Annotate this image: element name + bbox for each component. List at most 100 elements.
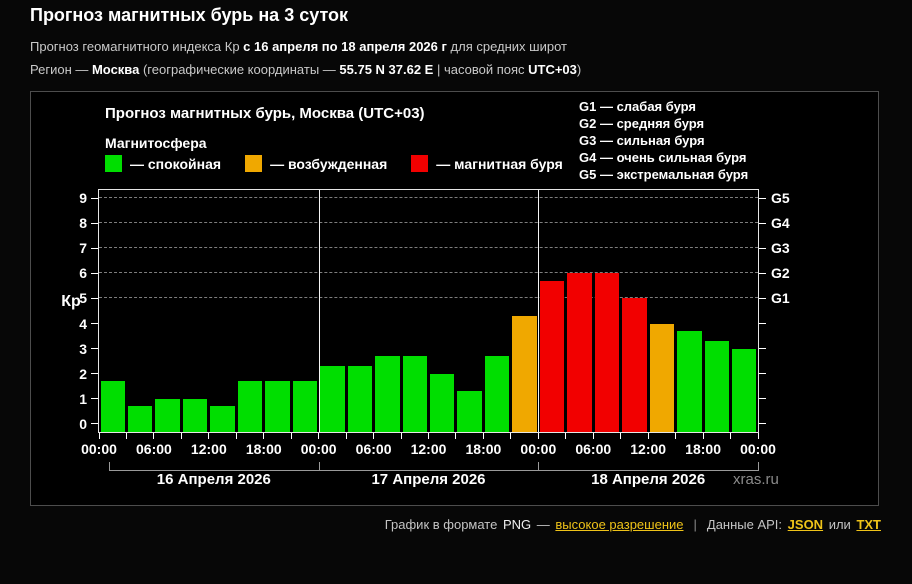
x-axis-tick [702,433,704,439]
separator: | [693,517,697,532]
y-axis-tick-label: 2 [79,365,87,382]
g-scale-legend: G1 — слабая буря G2 — средняя буря G3 — си… [579,98,748,183]
gridline-kp5 [99,297,758,299]
coordinates: 55.75 N 37.62 E [339,62,434,77]
x-axis-tick [208,433,210,439]
footer-text: График в формате [384,517,498,532]
kp-bar [320,366,345,432]
right-axis-tick [759,373,766,375]
txt-api-link[interactable]: TXT [856,517,881,532]
x-axis-tick [318,433,320,439]
day-bracket-tick [109,462,110,471]
right-axis-tick [759,197,766,199]
y-axis-tick [91,323,98,325]
legend-item-excited: — возбужденная [245,155,387,172]
kp-bar [567,273,592,432]
day-separator [318,190,320,432]
footer-text: Данные API: [706,517,783,532]
json-api-link[interactable]: JSON [787,517,824,532]
right-axis-tick [759,423,766,425]
chart-title: Прогноз магнитных бурь, Москва (UTC+03) [105,105,425,122]
kp-bar [484,356,510,432]
time-label: 18:00 [685,441,721,457]
time-label: 06:00 [136,441,172,457]
x-axis-tick [180,433,182,439]
right-axis-tick [759,323,766,325]
x-axis-tick [620,433,622,439]
y-axis-tick-label: 5 [79,290,87,307]
kp-bar [512,316,537,432]
g-level-label-g4: G4 [771,215,790,232]
region-name: Москва [91,62,140,77]
kp-bar [127,406,153,432]
day-separator [538,190,540,432]
right-axis-tick [759,297,766,299]
time-label: 06:00 [575,441,612,457]
y-axis-tick [91,197,98,199]
time-label: 18:00 [245,441,282,457]
gridline-kp8 [99,222,758,224]
kp-bar [594,273,620,432]
kp-bar [237,381,263,432]
y-axis-tick-label: 8 [79,215,87,232]
kp-bar [704,341,730,432]
g-scale-legend-line: G4 — очень сильная буря [579,150,747,165]
time-label: 00:00 [740,441,776,457]
time-label: 00:00 [520,441,557,457]
date-label: 16 Апреля 2026 [156,471,271,488]
x-axis-tick [455,433,457,439]
page-title: Прогноз магнитных бурь на 3 суток [30,5,349,25]
y-axis-tick-label: 3 [79,340,87,357]
day-bracket-tick [758,462,759,471]
kp-bar [100,381,125,432]
y-axis-tick-label: 0 [79,415,87,432]
right-axis-tick [759,222,766,224]
g-level-label-g5: G5 [771,190,790,207]
legend-item-storm: — магнитная буря [411,155,563,172]
legend-title: Магнитосфера [105,135,207,151]
footer-links: График в формате PNG — высокое разрешени… [384,517,881,532]
x-axis-tick [400,433,402,439]
high-resolution-link[interactable]: высокое разрешение [555,517,684,532]
subtitle-text: для средних широт [446,39,567,54]
png-format-label: PNG [502,517,532,532]
region-subtitle: Регион — Москва (географические координа… [30,62,582,77]
kp-bar [649,323,675,432]
kp-bar [347,366,373,432]
legend-label: — спокойная [130,155,222,172]
legend-label: — магнитная буря [436,155,563,172]
kp-bar [430,373,455,432]
watermark: xras.ru [733,471,779,488]
kp-bar [457,391,482,432]
y-axis-tick [91,348,98,350]
gridline-kp7 [99,247,758,249]
g-scale-legend-line: G5 — экстремальная буря [579,167,749,182]
x-axis-tick [98,433,100,439]
x-axis-tick [235,433,237,439]
kp-bar [265,381,290,432]
kp-bar [732,348,757,432]
date-range: с 16 апреля по 18 апреля 2026 г [243,39,447,54]
y-axis-tick [91,247,98,249]
excited-color-swatch [245,155,263,172]
y-axis-tick-label: 4 [79,315,87,332]
x-axis-tick [537,433,539,439]
gridline-kp9 [99,197,758,199]
timezone: UTC+03 [528,62,577,77]
y-axis-tick [91,272,98,274]
y-axis-tick-label: 6 [79,265,87,282]
time-label: 00:00 [300,441,337,457]
kp-bar-chart: Кр xras.ru 0 1 2 3 4 5 6 7 8 9 G1 G2 G3 G4 G5 00:00 06:0… [61,189,790,488]
x-axis-tick [757,433,759,439]
x-axis-tick [373,433,375,439]
right-axis-tick [759,398,766,400]
time-label: 12:00 [410,441,447,457]
x-axis-tick [290,433,292,439]
x-axis-tick [345,433,347,439]
y-axis-tick [91,373,98,375]
storm-color-swatch [411,155,429,172]
g-level-label-g2: G2 [771,265,790,282]
kp-bar [375,356,400,432]
g-level-label-g1: G1 [771,290,790,307]
right-axis-tick [759,247,766,249]
